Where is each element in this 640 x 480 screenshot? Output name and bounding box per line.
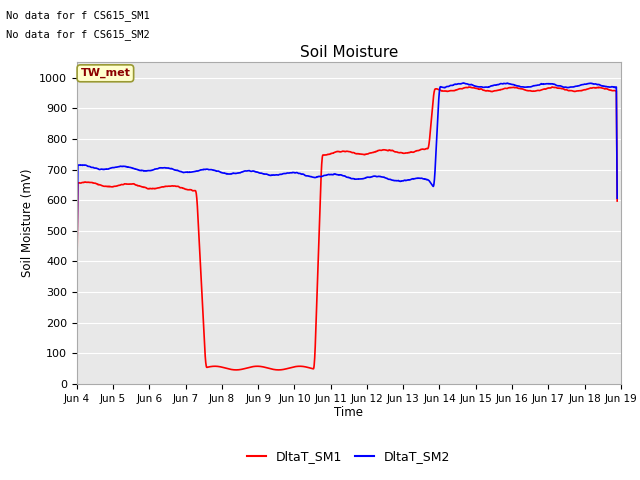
- DltaT_SM1: [232, 367, 240, 373]
- Legend: DltaT_SM1, DltaT_SM2: DltaT_SM1, DltaT_SM2: [243, 445, 455, 468]
- Text: No data for f CS615_SM1: No data for f CS615_SM1: [6, 10, 150, 21]
- Text: No data for f CS615_SM2: No data for f CS615_SM2: [6, 29, 150, 40]
- DltaT_SM2: [100, 167, 108, 172]
- Line: DltaT_SM1: DltaT_SM1: [77, 87, 617, 370]
- DltaT_SM1: [598, 85, 606, 91]
- DltaT_SM2: [336, 172, 344, 178]
- DltaT_SM1: [100, 183, 108, 189]
- Title: Soil Moisture: Soil Moisture: [300, 45, 398, 60]
- DltaT_SM1: [598, 85, 605, 91]
- DltaT_SM1: [613, 198, 621, 204]
- DltaT_SM1: [322, 152, 330, 158]
- Text: TW_met: TW_met: [81, 68, 131, 78]
- DltaT_SM2: [460, 80, 467, 86]
- Y-axis label: Soil Moisture (mV): Soil Moisture (mV): [20, 169, 33, 277]
- DltaT_SM1: [73, 281, 81, 287]
- DltaT_SM2: [321, 172, 329, 178]
- DltaT_SM2: [598, 83, 605, 89]
- DltaT_SM2: [613, 195, 621, 201]
- Line: DltaT_SM2: DltaT_SM2: [77, 83, 617, 275]
- DltaT_SM2: [73, 272, 81, 277]
- X-axis label: Time: Time: [334, 407, 364, 420]
- DltaT_SM1: [465, 84, 473, 90]
- DltaT_SM1: [336, 149, 344, 155]
- DltaT_SM1: [499, 86, 507, 92]
- DltaT_SM2: [598, 83, 605, 89]
- DltaT_SM2: [499, 81, 506, 87]
